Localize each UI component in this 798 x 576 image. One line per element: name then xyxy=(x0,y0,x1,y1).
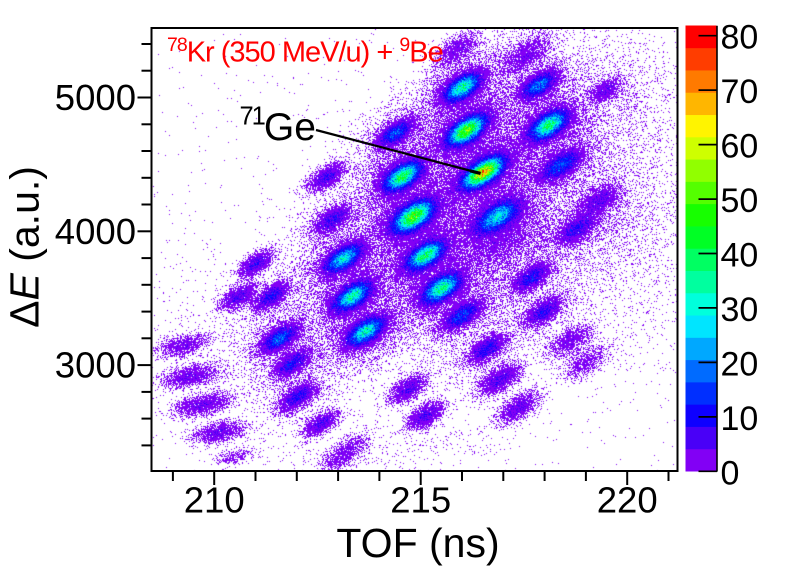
svg-text:20: 20 xyxy=(721,345,759,383)
svg-text:0: 0 xyxy=(721,454,740,492)
svg-text:40: 40 xyxy=(721,237,759,275)
svg-text:70: 70 xyxy=(721,73,759,111)
svg-text:ΔE (a.u.): ΔE (a.u.) xyxy=(2,166,48,328)
svg-text:5000: 5000 xyxy=(55,77,136,118)
svg-text:210: 210 xyxy=(184,480,245,521)
svg-text:60: 60 xyxy=(721,128,759,166)
svg-text:10: 10 xyxy=(721,400,759,438)
svg-text:30: 30 xyxy=(721,291,759,329)
svg-text:78Kr (350 MeV/u) + 9Be: 78Kr (350 MeV/u) + 9Be xyxy=(167,34,443,69)
svg-text:215: 215 xyxy=(390,480,451,521)
svg-text:220: 220 xyxy=(597,480,658,521)
svg-text:3000: 3000 xyxy=(55,345,136,386)
svg-text:80: 80 xyxy=(721,19,759,57)
svg-text:50: 50 xyxy=(721,182,759,220)
svg-text:4000: 4000 xyxy=(55,211,136,252)
svg-text:71Ge: 71Ge xyxy=(240,103,316,150)
svg-text:TOF (ns): TOF (ns) xyxy=(336,520,499,566)
